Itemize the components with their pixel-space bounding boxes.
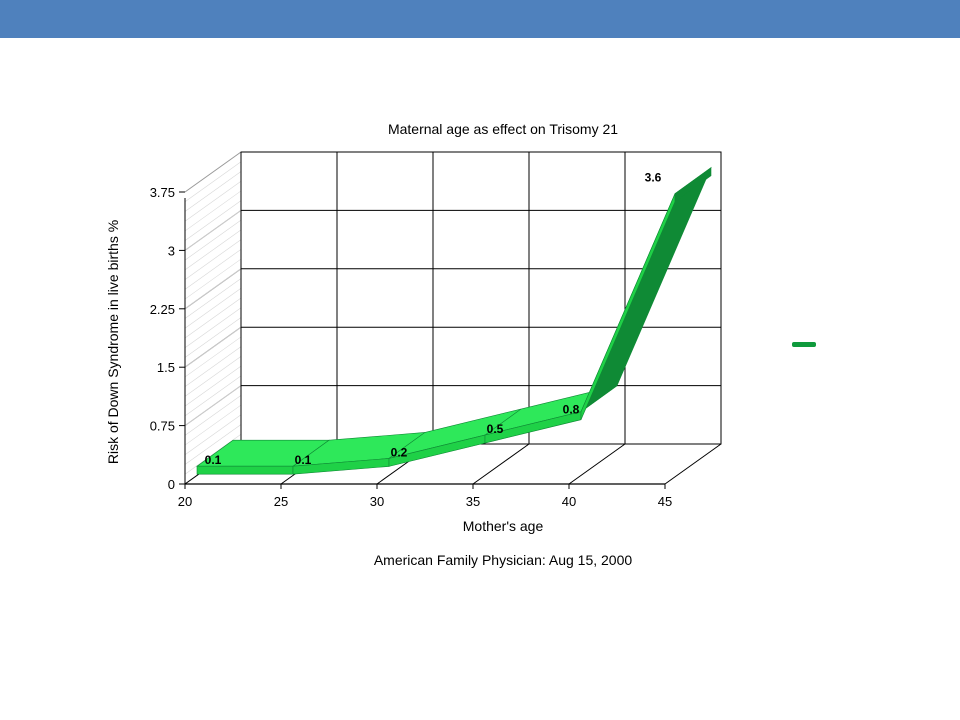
wall-line [184, 151, 242, 193]
ribbon-front-face [196, 465, 294, 475]
ribbon-end-cap [674, 167, 712, 203]
y-tick-label: 2.25 [150, 302, 175, 317]
x-tick-label: 20 [178, 494, 192, 509]
top-accent-bar [0, 0, 960, 38]
wall-hatch [184, 307, 242, 348]
y-tick-label: 0 [168, 477, 175, 492]
wall-hatch [184, 161, 242, 202]
wall-hatch [184, 268, 242, 310]
wall-hatch [184, 365, 242, 407]
data-label: 0.2 [391, 445, 408, 459]
x-tick-label: 30 [370, 494, 384, 509]
legend-swatch [792, 342, 816, 347]
wall-hatch [184, 249, 242, 290]
wall-hatch [184, 336, 242, 378]
wall-hatch [184, 229, 242, 271]
data-label: 0.5 [487, 422, 504, 436]
wall-hatch [184, 297, 242, 339]
wall-hatch [184, 317, 242, 358]
wall-hatch [184, 404, 242, 446]
data-label: 3.6 [645, 171, 662, 185]
wall-hatch [184, 356, 242, 397]
chart-grid [184, 151, 722, 485]
series-ribbon [196, 166, 712, 475]
floor-line [568, 443, 626, 485]
y-tick-label: 3 [168, 243, 175, 258]
wall-hatch [184, 180, 242, 222]
wall-hatch [184, 288, 242, 329]
chart-source: American Family Physician: Aug 15, 2000 [374, 552, 633, 568]
chart-floor [184, 198, 722, 485]
wall-hatch [184, 326, 242, 368]
wall-hatch [184, 190, 242, 232]
x-tick-label: 25 [274, 494, 288, 509]
wall-hatch [184, 346, 242, 387]
x-axis-label: Mother's age [463, 518, 544, 534]
y-tick-label: 1.5 [157, 360, 175, 375]
wall-hatch [184, 414, 242, 456]
wall-hatch [184, 424, 242, 465]
wall-hatch [184, 239, 242, 280]
data-label: 0.1 [205, 453, 222, 467]
data-label: 0.1 [295, 453, 312, 467]
wall-hatch [184, 200, 242, 241]
wall-hatch [184, 375, 242, 417]
wall-hatch [184, 258, 242, 300]
floor-line [472, 443, 530, 485]
wall-hatch [184, 219, 242, 261]
floor-line [664, 443, 722, 485]
data-labels: 0.1 0.1 0.2 0.5 0.8 3.6 [205, 171, 662, 468]
x-tick-label: 45 [658, 494, 672, 509]
y-axis-label: Risk of Down Syndrome in live births % [105, 220, 121, 464]
y-tick-label: 0.75 [150, 419, 175, 434]
x-tick-label: 35 [466, 494, 480, 509]
wall-hatch [184, 210, 242, 251]
wall-hatch [184, 171, 242, 212]
wall-hatch [184, 385, 242, 426]
wall-hatch [184, 278, 242, 319]
y-tick-label: 3.75 [150, 185, 175, 200]
x-axis-ticks: 20 25 30 35 40 45 [178, 484, 672, 509]
x-tick-label: 40 [562, 494, 576, 509]
chart-title: Maternal age as effect on Trisomy 21 [388, 121, 618, 137]
wall-hatch [184, 395, 242, 436]
y-axis-ticks: 0 0.75 1.5 2.25 3 3.75 [150, 185, 185, 492]
data-label: 0.8 [563, 403, 580, 417]
